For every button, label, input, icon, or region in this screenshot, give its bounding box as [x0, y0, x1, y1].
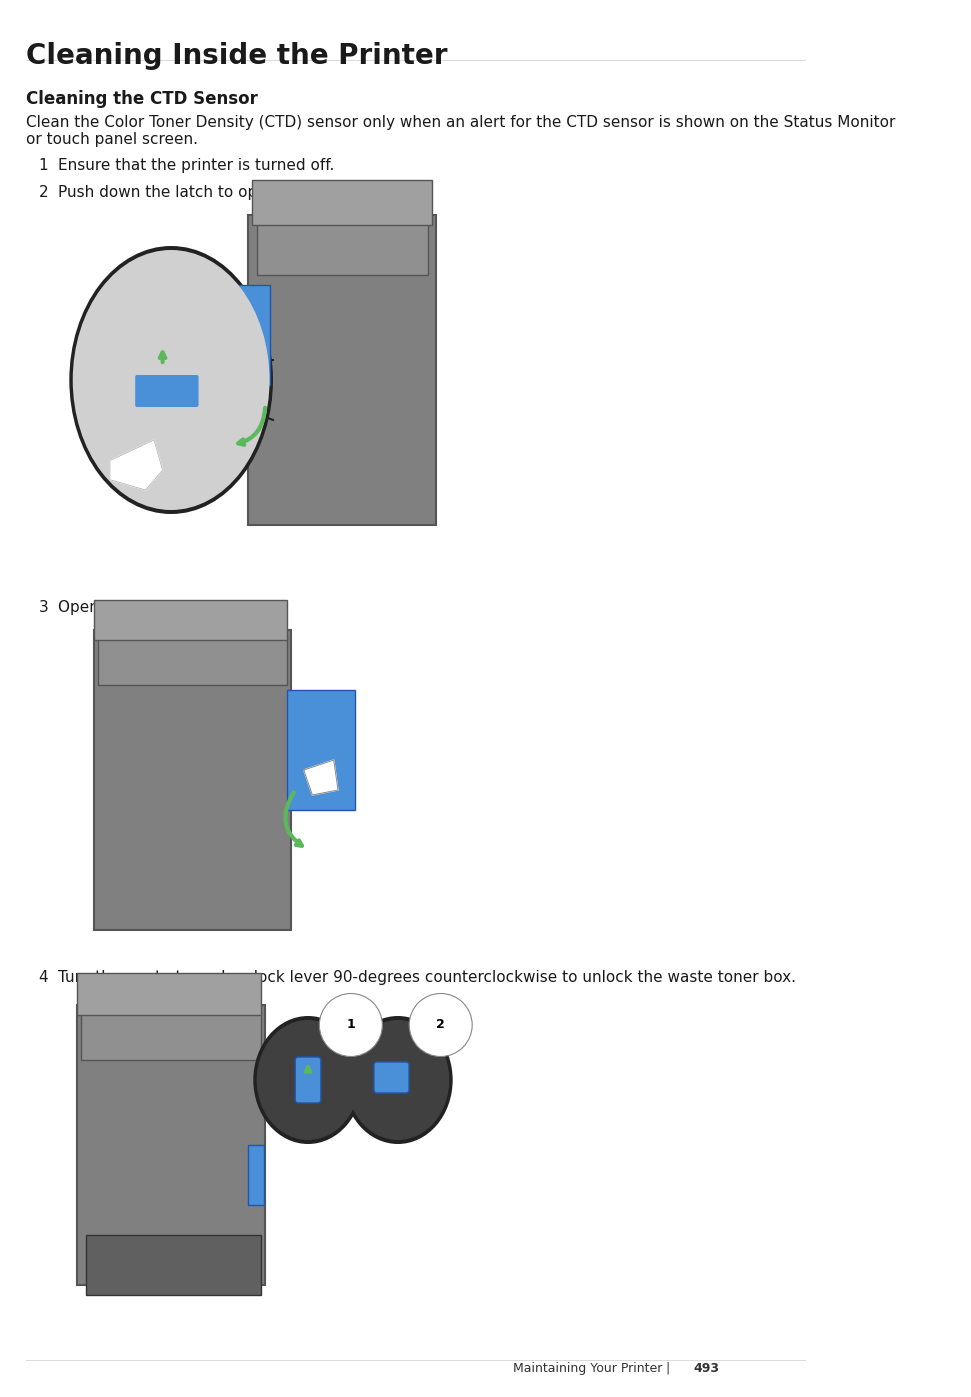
FancyBboxPatch shape — [374, 1062, 409, 1092]
FancyBboxPatch shape — [286, 690, 355, 810]
Text: Clean the Color Toner Density (CTD) sensor only when an alert for the CTD sensor: Clean the Color Toner Density (CTD) sens… — [25, 115, 895, 148]
FancyBboxPatch shape — [85, 1235, 261, 1295]
Text: Maintaining Your Printer: Maintaining Your Printer — [514, 1362, 663, 1375]
Text: 1: 1 — [347, 1018, 355, 1031]
Ellipse shape — [73, 250, 270, 510]
Text: 2: 2 — [39, 184, 49, 200]
Text: Open the right side cover.: Open the right side cover. — [58, 599, 257, 615]
FancyBboxPatch shape — [249, 1146, 263, 1206]
Circle shape — [253, 1016, 363, 1144]
Circle shape — [347, 1020, 450, 1140]
Text: Turn the waste toner box lock lever 90-degrees counterclockwise to unlock the wa: Turn the waste toner box lock lever 90-d… — [58, 970, 796, 985]
FancyBboxPatch shape — [252, 180, 432, 225]
Text: |: | — [665, 1362, 670, 1375]
Text: 493: 493 — [693, 1362, 720, 1375]
FancyBboxPatch shape — [249, 215, 436, 525]
Text: Push down the latch to open the rear cover.: Push down the latch to open the rear cov… — [58, 184, 394, 200]
FancyBboxPatch shape — [82, 1011, 261, 1060]
Text: Cleaning Inside the Printer: Cleaning Inside the Printer — [25, 42, 448, 70]
FancyBboxPatch shape — [77, 972, 261, 1016]
Text: 4: 4 — [39, 970, 49, 985]
FancyBboxPatch shape — [94, 599, 286, 640]
FancyBboxPatch shape — [77, 1004, 265, 1285]
Polygon shape — [304, 760, 338, 795]
Text: 2: 2 — [436, 1018, 445, 1031]
FancyBboxPatch shape — [295, 1058, 320, 1104]
Circle shape — [256, 1020, 359, 1140]
Text: 3: 3 — [39, 599, 49, 615]
Text: 1: 1 — [39, 158, 49, 173]
FancyBboxPatch shape — [222, 285, 270, 386]
FancyBboxPatch shape — [256, 219, 428, 275]
FancyBboxPatch shape — [135, 374, 198, 407]
FancyBboxPatch shape — [94, 630, 291, 930]
Text: Cleaning the CTD Sensor: Cleaning the CTD Sensor — [25, 89, 257, 108]
Polygon shape — [112, 440, 162, 490]
Text: Ensure that the printer is turned off.: Ensure that the printer is turned off. — [58, 158, 335, 173]
Ellipse shape — [69, 246, 273, 514]
FancyBboxPatch shape — [98, 636, 286, 685]
Circle shape — [343, 1016, 452, 1144]
